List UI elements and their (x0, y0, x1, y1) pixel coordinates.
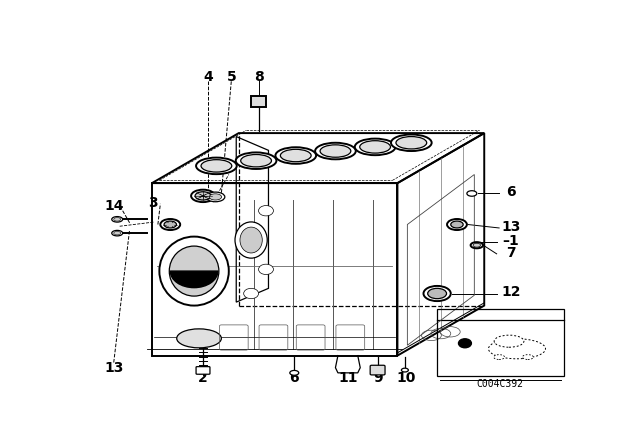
Text: 3: 3 (148, 196, 158, 210)
Wedge shape (170, 271, 218, 288)
Ellipse shape (201, 159, 232, 172)
Ellipse shape (241, 155, 271, 167)
Text: 14: 14 (104, 199, 124, 213)
Ellipse shape (235, 222, 268, 258)
Ellipse shape (315, 143, 356, 159)
Text: 13: 13 (104, 361, 124, 375)
Text: 13: 13 (502, 220, 521, 234)
FancyBboxPatch shape (196, 366, 210, 374)
Ellipse shape (112, 216, 123, 222)
Ellipse shape (396, 137, 427, 149)
Ellipse shape (275, 147, 316, 164)
Ellipse shape (467, 191, 477, 196)
Text: 8: 8 (253, 70, 264, 84)
Text: 6: 6 (289, 371, 299, 385)
Ellipse shape (355, 138, 396, 155)
Ellipse shape (195, 192, 211, 200)
Ellipse shape (493, 355, 504, 359)
Ellipse shape (428, 289, 447, 299)
Ellipse shape (196, 158, 237, 174)
Ellipse shape (159, 237, 229, 306)
Ellipse shape (522, 355, 533, 359)
Ellipse shape (360, 141, 390, 153)
Circle shape (458, 339, 472, 348)
Ellipse shape (320, 145, 351, 157)
Bar (437, 309, 564, 376)
Circle shape (259, 206, 273, 216)
Ellipse shape (447, 219, 467, 230)
Ellipse shape (209, 194, 221, 200)
FancyBboxPatch shape (251, 96, 266, 107)
Ellipse shape (451, 221, 463, 228)
Ellipse shape (236, 152, 276, 169)
Text: –1: –1 (502, 234, 519, 248)
Text: 7: 7 (506, 246, 515, 260)
Text: 4: 4 (203, 70, 213, 84)
Ellipse shape (470, 242, 483, 248)
Ellipse shape (290, 370, 299, 375)
Text: 9: 9 (372, 371, 383, 385)
Ellipse shape (494, 335, 524, 347)
Ellipse shape (206, 192, 225, 202)
Text: C004C392: C004C392 (477, 379, 524, 389)
Ellipse shape (473, 243, 481, 247)
Ellipse shape (169, 246, 219, 296)
Ellipse shape (191, 190, 215, 202)
Circle shape (244, 289, 259, 299)
Ellipse shape (114, 232, 121, 235)
Circle shape (259, 264, 273, 275)
Text: 10: 10 (397, 371, 416, 385)
Ellipse shape (112, 230, 123, 236)
Text: 12: 12 (502, 285, 521, 299)
Ellipse shape (401, 368, 408, 372)
Ellipse shape (240, 227, 262, 253)
Text: 6: 6 (506, 185, 515, 199)
Text: 11: 11 (338, 371, 358, 385)
Ellipse shape (280, 149, 311, 162)
Ellipse shape (161, 219, 180, 230)
Ellipse shape (114, 218, 121, 221)
Text: 5: 5 (227, 70, 236, 84)
Ellipse shape (177, 329, 221, 348)
Ellipse shape (164, 221, 177, 228)
Text: 2: 2 (198, 371, 208, 385)
Ellipse shape (391, 134, 431, 151)
Ellipse shape (424, 286, 451, 301)
Ellipse shape (488, 339, 545, 359)
FancyBboxPatch shape (370, 365, 385, 375)
